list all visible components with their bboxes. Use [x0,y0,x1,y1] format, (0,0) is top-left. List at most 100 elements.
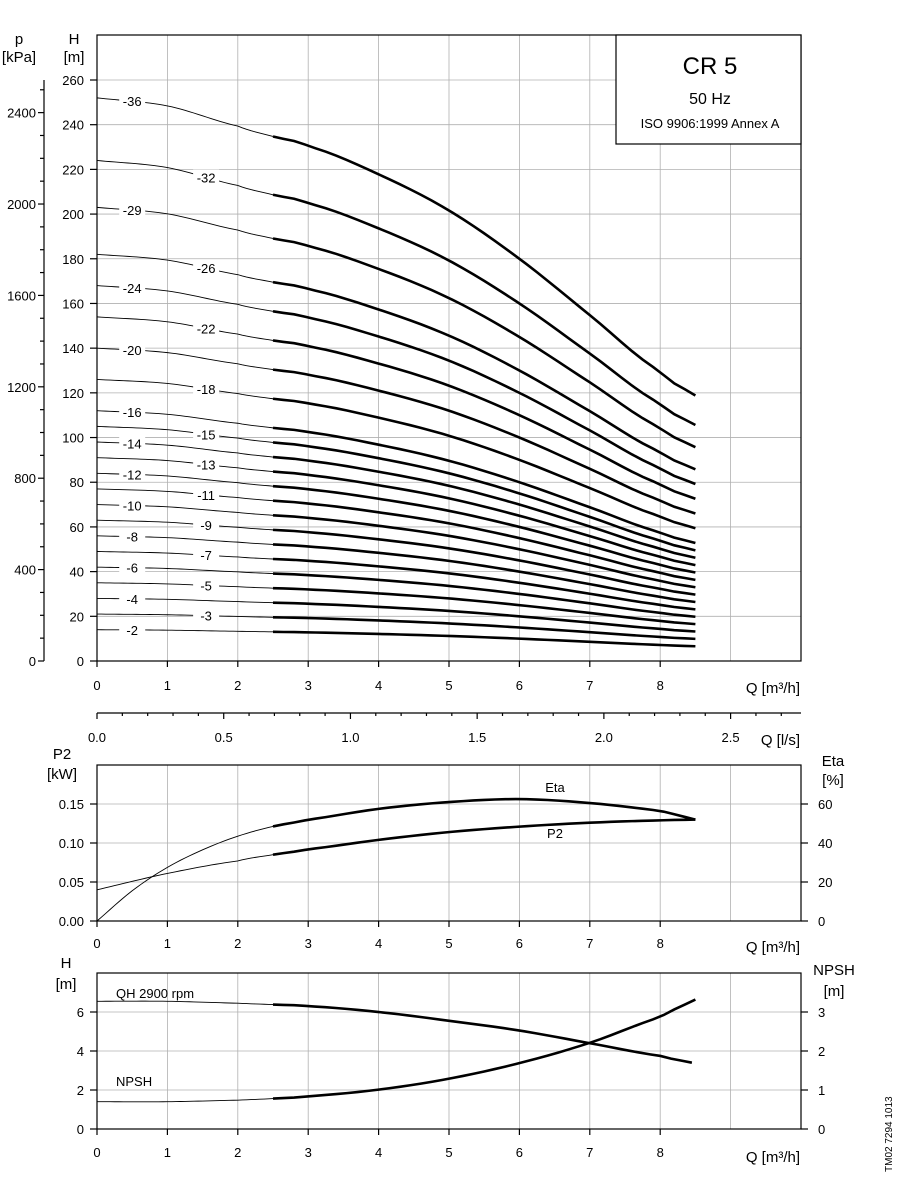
eta-curve-thick [272,797,696,828]
qh-curve-label: -14 [123,436,142,451]
qh-rpm-curve-thick [272,1003,693,1064]
h-npsh-x-tick-label: 2 [234,1145,241,1160]
qh-y-axis-label: H [69,31,80,48]
p2-curve-thick [272,818,696,856]
qh-y-tick-label: 0 [77,654,84,669]
npsh-tick-label: 1 [818,1083,825,1098]
eta-tick-label: 20 [818,875,832,890]
qh-curve-label-bg [119,279,146,294]
p2-eta-x-tick-label: 1 [164,936,171,951]
qh-curve-label: -16 [123,405,142,420]
qh-curve-thick [272,237,696,449]
qh-x-axis-label: Q [m³/h] [746,680,800,697]
qh-x-tick-label: 3 [305,678,312,693]
qh-y-tick-label: 80 [70,475,84,490]
eta-tick-label: 0 [818,914,825,929]
qh-curve-label: -18 [197,382,216,397]
p2-eta-x-axis-label: Q [m³/h] [746,939,800,956]
qh-rpm-curve-label: QH 2900 rpm [116,986,194,1001]
kpa-tick-label: 800 [14,471,36,486]
qh-x-tick-label: 8 [657,678,664,693]
qh-curve-thick [272,441,696,552]
npsh-axis-unit: [m] [824,983,845,1000]
qh-rpm-curve-thin [97,1000,274,1006]
qh-y-tick-label: 220 [62,162,84,177]
p2-y-ticks: 0.00 0.05 0.10 0.15 [59,797,97,929]
h-tick-label: 4 [77,1044,84,1059]
qh-curve-thick [272,572,696,619]
p2-axis-label: P2 [53,746,71,763]
qh-curve-thick [272,193,697,427]
qh-curve-label: -6 [126,561,138,576]
qh-panel: -2 -3 -4 -5 -6 -7 -8 -9 -10 -11 -12 -13 -14 -15 -16 -18… [2,31,802,697]
npsh-tick-label: 0 [818,1122,825,1137]
drawing-number: TM02 7294 1013 [884,1096,895,1172]
eta-curve-thin [96,825,274,922]
qh-curve-thick [272,601,696,633]
qh-y-tick-label: 100 [62,431,84,446]
p2-eta-x-tick-label: 3 [305,936,312,951]
h-axis-label: H [61,955,72,972]
qh-curve-thick [272,586,696,626]
qh-y-ticks: 0 20 40 60 80 100 120 140 160 180 200 220 240 260 [62,73,97,669]
kpa-tick-label: 1600 [7,288,36,303]
qh-curve-label-bg [193,426,220,441]
p2-tick-label: 0.05 [59,875,84,890]
eta-tick-label: 40 [818,836,832,851]
qh-curve-label-bg [119,202,146,217]
ls-axis-label: Q [l/s] [761,732,800,749]
qh-y-tick-label: 20 [70,609,84,624]
p2-curve-label: P2 [547,826,563,841]
eta-axis-unit: [%] [822,772,844,789]
kpa-axis-label: p [15,31,23,48]
h-tick-label: 0 [77,1122,84,1137]
qh-y-tick-label: 120 [62,386,84,401]
qh-curve-label-bg [193,547,220,562]
qh-curve-label: -24 [123,281,142,296]
qh-x-tick-label: 2 [234,678,241,693]
qh-x-ticks: 0 1 2 3 4 5 6 7 8 [93,661,664,693]
qh-curve-thick [272,514,696,589]
qh-curve-thick [272,615,696,641]
qh-y-tick-label: 160 [62,296,84,311]
qh-curve-label-bg [193,169,220,184]
qh-y-tick-label: 200 [62,207,84,222]
qh-curve-label-bg [119,621,146,636]
kpa-tick-label: 2400 [7,106,36,121]
p2-eta-x-tick-label: 8 [657,936,664,951]
qh-curve-label-bg [119,435,146,450]
qh-curve-thick [272,310,696,486]
ls-tick-label: 2.5 [722,730,740,745]
qh-curve-label-bg [119,404,146,419]
qh-x-tick-label: 1 [164,678,171,693]
h-npsh-curves [97,998,696,1103]
qh-curve-label-bg [193,607,220,622]
kpa-tick-label: 400 [14,563,36,578]
kpa-tick-label: 1200 [7,380,36,395]
h-npsh-grid [97,973,801,1129]
h-npsh-x-tick-label: 5 [445,1145,452,1160]
model-name: CR 5 [683,53,738,80]
qh-curve-label: -11 [197,488,215,503]
title-box-frame [615,34,802,145]
ls-axis: 0.0 0.5 1.0 1.5 2.0 2.5 Q [l/s] [88,712,801,749]
p2-axis-unit: [kW] [47,766,77,783]
qh-curve-label-bg [119,497,146,512]
h-tick-label: 6 [77,1005,84,1020]
npsh-curve-label: NPSH [116,1074,152,1089]
h-npsh-x-axis-label: Q [m³/h] [746,1149,800,1166]
qh-curve-thin [96,488,274,502]
eta-curve-label: Eta [545,780,565,795]
qh-curve-thin [96,519,274,531]
ls-tick-label: 2.0 [595,730,613,745]
p2-eta-x-ticks: 0 1 2 3 4 5 6 7 8 [93,921,664,951]
p2-eta-grid [97,765,801,921]
qh-curve-label: -10 [123,498,142,513]
qh-curve-thick [272,630,696,648]
qh-x-tick-label: 6 [516,678,523,693]
h-npsh-x-tick-label: 3 [305,1145,312,1160]
npsh-tick-label: 2 [818,1044,825,1059]
npsh-curve-thin [97,1098,274,1103]
qh-curve-label-bg [193,456,220,471]
